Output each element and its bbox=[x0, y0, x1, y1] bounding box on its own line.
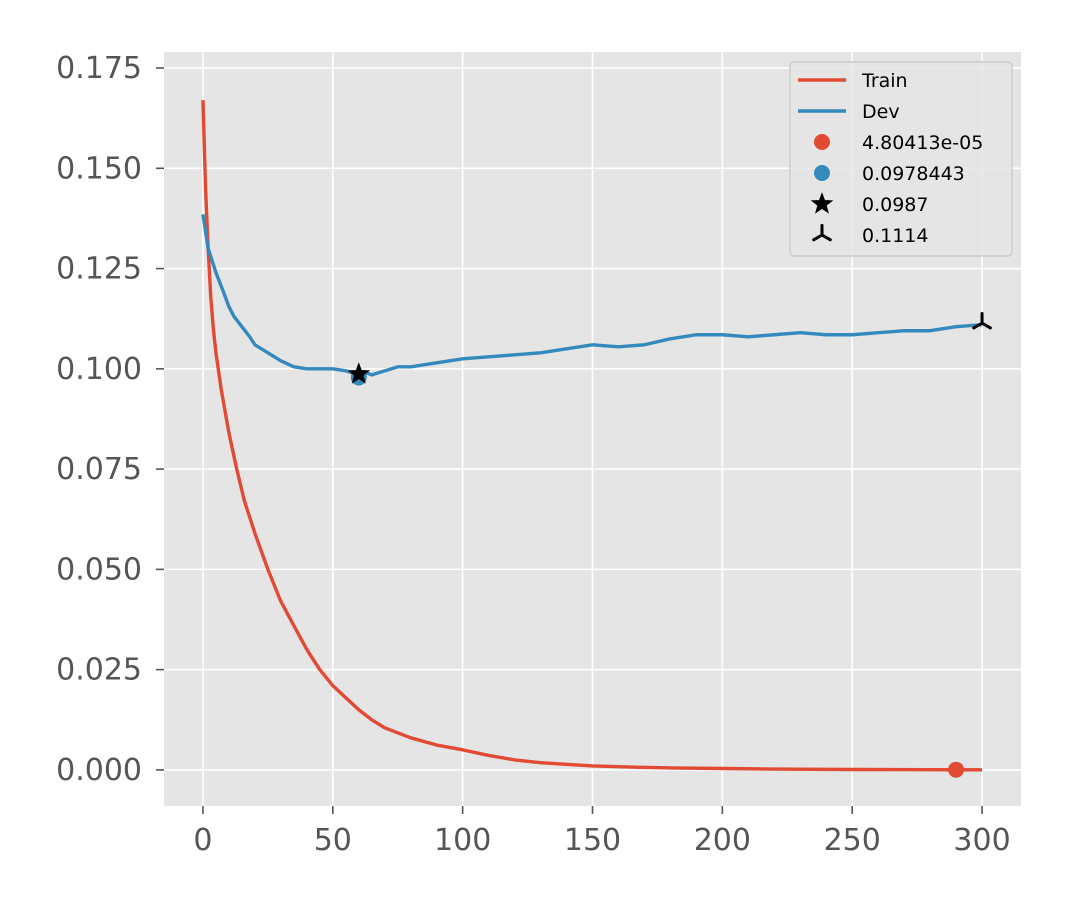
legend-label: 4.80413e-05 bbox=[862, 132, 983, 154]
y-tick-label: 0.125 bbox=[56, 252, 142, 287]
x-tick-label: 100 bbox=[434, 823, 491, 858]
legend-swatch-marker bbox=[814, 165, 830, 181]
x-tick-label: 50 bbox=[314, 823, 352, 858]
y-tick-label: 0.050 bbox=[56, 552, 142, 587]
legend-label: 0.1114 bbox=[862, 225, 928, 247]
x-tick-label: 200 bbox=[694, 823, 751, 858]
tri-marker-arm bbox=[980, 321, 992, 330]
legend-swatch-marker bbox=[810, 192, 834, 214]
tri-marker-arm bbox=[812, 233, 824, 242]
y-tick-label: 0.075 bbox=[56, 452, 142, 487]
tri-marker-arm bbox=[972, 321, 984, 330]
legend-label: Train bbox=[861, 70, 908, 92]
series-line-train bbox=[201, 100, 983, 772]
y-tick-label: 0.025 bbox=[56, 653, 142, 688]
x-tick-label: 300 bbox=[953, 823, 1010, 858]
marker-point-star bbox=[347, 362, 371, 384]
legend-label: 0.0978443 bbox=[862, 163, 965, 185]
legend-swatch-marker bbox=[812, 223, 832, 242]
y-tick-label: 0.175 bbox=[56, 51, 142, 86]
x-tick-label: 150 bbox=[564, 823, 621, 858]
y-tick-label: 0.100 bbox=[56, 352, 142, 387]
x-tick-label: 250 bbox=[824, 823, 881, 858]
y-tick-label: 0.150 bbox=[56, 151, 142, 186]
marker-point-circle bbox=[948, 761, 965, 778]
y-tick-label: 0.000 bbox=[56, 753, 142, 788]
legend-swatch-marker bbox=[814, 134, 830, 150]
marker-point-tri bbox=[972, 312, 992, 330]
tri-marker-arm bbox=[820, 233, 832, 242]
legend-label: Dev bbox=[862, 101, 900, 123]
legend-label: 0.0987 bbox=[862, 194, 928, 216]
x-tick-label: 0 bbox=[193, 823, 212, 858]
series-line-dev bbox=[201, 214, 983, 377]
